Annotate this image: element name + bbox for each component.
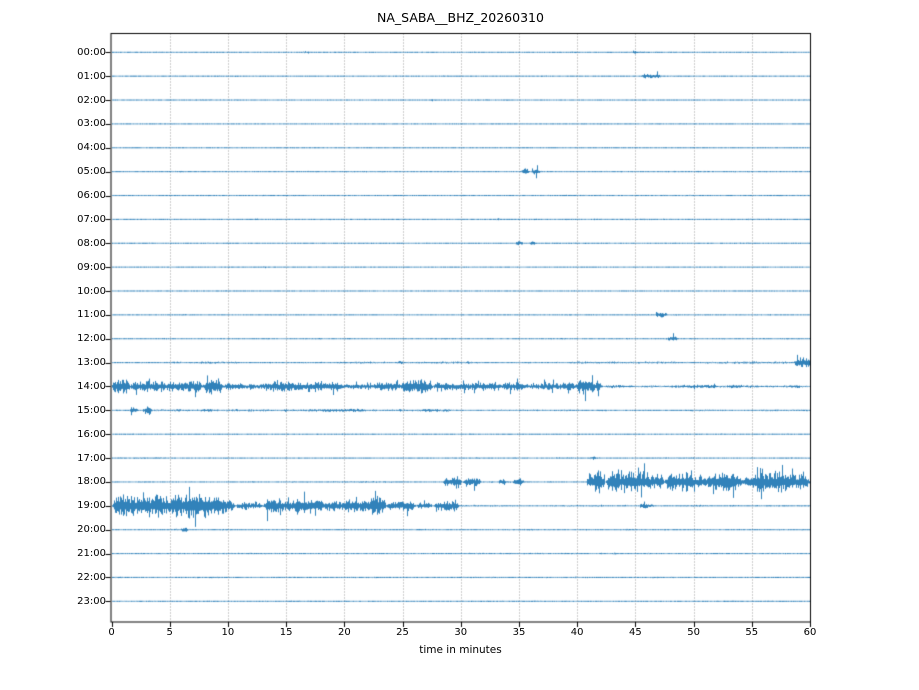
x-tick-label: 30 (454, 627, 468, 638)
x-tick-label: 55 (745, 627, 759, 638)
x-tick-label: 15 (279, 627, 293, 638)
x-tick-label: 10 (221, 627, 235, 638)
y-tick-label: 12:00 (77, 333, 106, 345)
y-tick-label: 06:00 (77, 190, 106, 202)
x-tick-label: 40 (570, 627, 584, 638)
y-tick-label: 05:00 (77, 166, 106, 178)
y-tick-label: 14:00 (77, 380, 106, 392)
y-tick-label: 01:00 (77, 70, 106, 82)
y-tick-label: 09:00 (77, 261, 106, 273)
y-tick-label: 13:00 (77, 357, 106, 369)
y-tick-label: 15:00 (77, 404, 106, 416)
x-tick-label: 45 (629, 627, 642, 638)
y-tick-label: 00:00 (77, 46, 106, 58)
y-tick-label: 03:00 (77, 118, 106, 130)
y-tick-label: 17:00 (77, 452, 106, 464)
y-tick-label: 18:00 (77, 476, 106, 488)
y-tick-label: 07:00 (77, 213, 106, 225)
x-tick-label: 50 (687, 627, 700, 638)
x-axis-label: time in minutes (419, 644, 502, 656)
x-tick-label: 5 (166, 627, 173, 638)
x-tick-label: 0 (108, 627, 115, 638)
y-tick-label: 04:00 (77, 142, 106, 154)
y-tick-label: 16:00 (77, 428, 106, 440)
y-tick-label: 02:00 (77, 94, 106, 106)
x-tick-label: 60 (803, 627, 817, 638)
y-tick-label: 08:00 (77, 237, 106, 249)
y-tick-label: 22:00 (77, 571, 106, 583)
y-tick-label: 11:00 (77, 309, 106, 321)
x-tick-label: 20 (337, 627, 351, 638)
y-tick-label: 20:00 (77, 524, 106, 536)
y-tick-label: 10:00 (77, 285, 106, 297)
x-tick-label: 25 (396, 627, 409, 638)
y-tick-label: 23:00 (77, 595, 106, 607)
y-tick-label: 19:00 (77, 500, 106, 512)
chart-title: NA_SABA__BHZ_20260310 (377, 10, 544, 25)
y-tick-label: 21:00 (77, 548, 106, 560)
x-tick-label: 35 (512, 627, 526, 638)
